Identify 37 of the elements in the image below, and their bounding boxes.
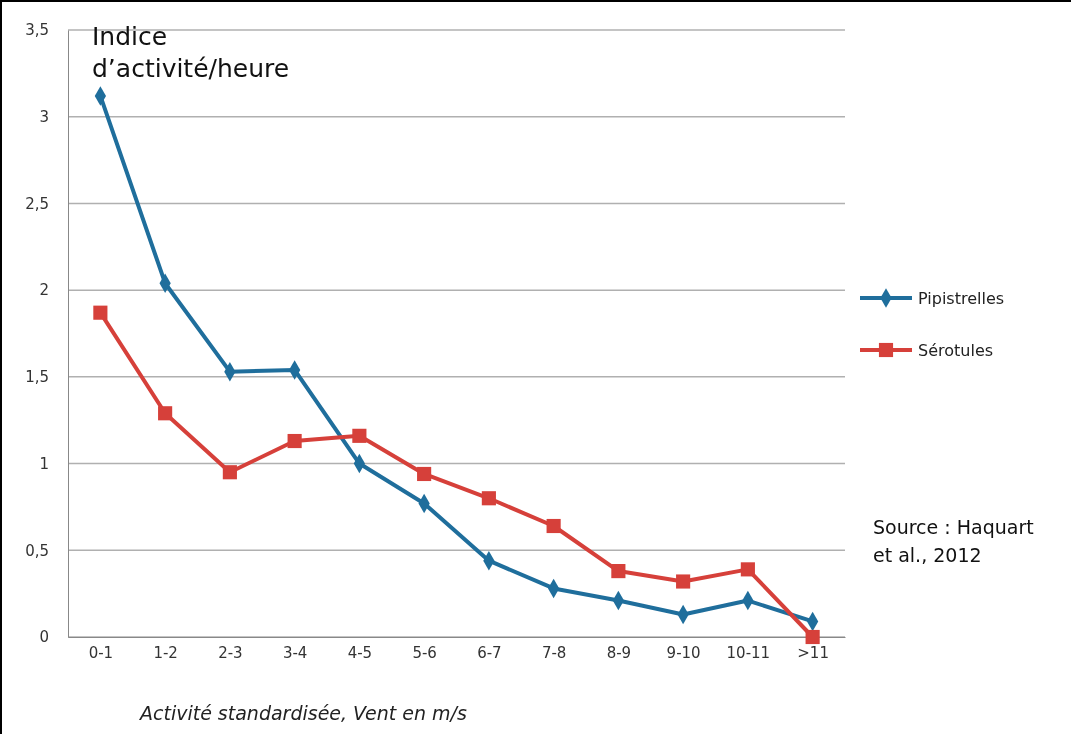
- y-axis-title: Indice d’activité/heure: [92, 22, 290, 83]
- x-tick-label: 1-2: [153, 644, 178, 662]
- source-note: Source : Haquart et al., 2012: [873, 516, 1034, 566]
- x-tick-label: 7-8: [541, 644, 567, 662]
- point: [805, 629, 820, 645]
- point: [93, 305, 108, 320]
- point: [287, 433, 302, 449]
- point: [740, 562, 755, 577]
- legend-label: Sérotules: [918, 341, 994, 360]
- y-tick-label: 1: [39, 454, 49, 473]
- x-tick-label: 9-10: [666, 644, 701, 662]
- x-tick-label: 3-4: [282, 644, 308, 662]
- x-tick-label: 5-6: [412, 644, 437, 662]
- point: [546, 518, 561, 534]
- point: [676, 574, 691, 589]
- x-tick-label: 8-9: [606, 644, 632, 662]
- point: [481, 491, 496, 506]
- y-tick-label: 3: [39, 108, 49, 127]
- y-tick-label: 2: [39, 281, 49, 300]
- y-tick-label: 1,5: [25, 368, 49, 387]
- x-tick-label: 10-11: [726, 644, 771, 662]
- x-tick-label: 6-7: [477, 644, 502, 662]
- point: [611, 564, 626, 579]
- x-tick-label: 2-3: [218, 644, 243, 662]
- point: [158, 406, 173, 421]
- point: [352, 428, 367, 443]
- point: [417, 466, 432, 482]
- x-axis-title: Activité standardisée, Vent en m/s: [138, 702, 467, 724]
- legend-label: Pipistrelles: [918, 289, 1005, 308]
- y-tick-label: 3,5: [25, 21, 49, 40]
- point: [222, 465, 237, 480]
- y-tick-label: 2,5: [25, 194, 49, 213]
- x-tick-label: >11: [797, 644, 829, 662]
- y-tick-label: 0,5: [25, 541, 49, 560]
- x-tick-label: 4-5: [347, 644, 373, 662]
- x-tick-label: 0-1: [88, 644, 114, 662]
- y-tick-label: 0: [39, 628, 49, 647]
